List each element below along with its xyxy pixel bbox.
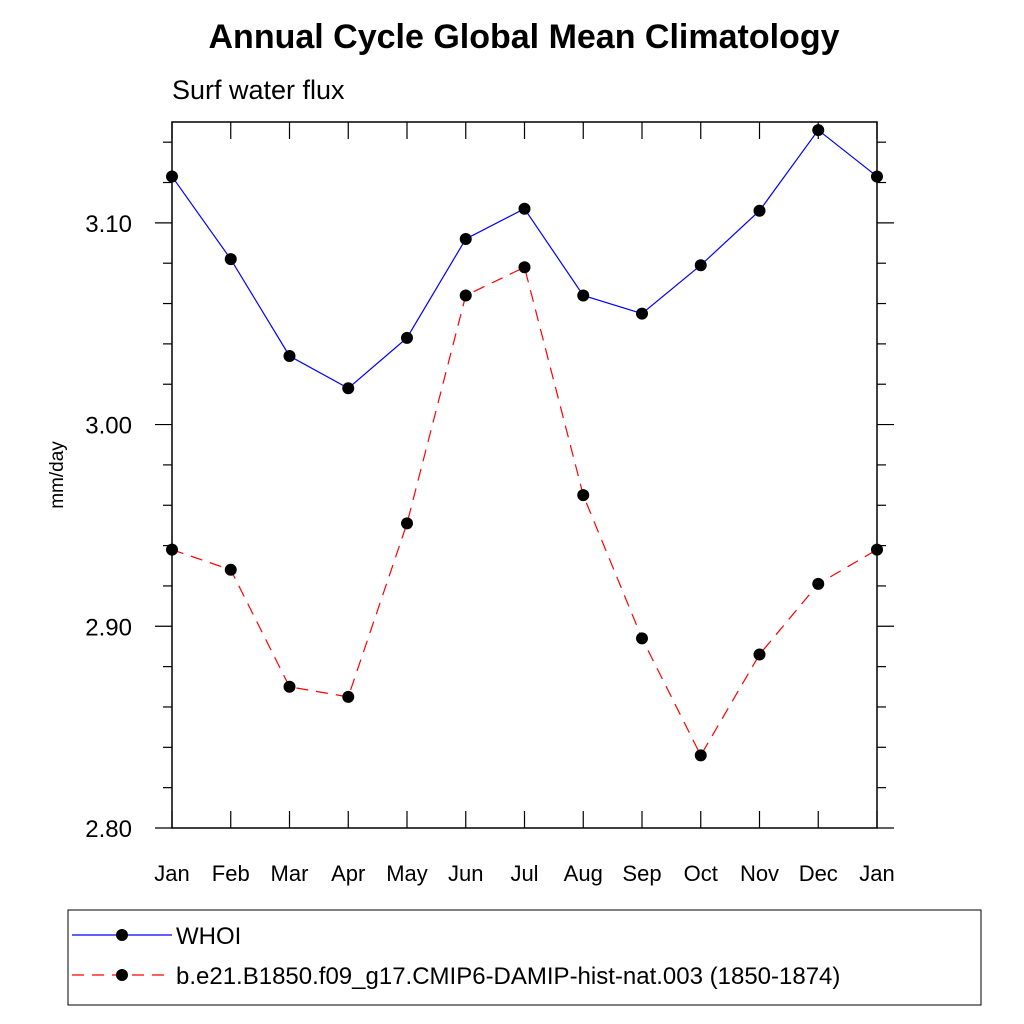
series-line-0 <box>171 129 878 389</box>
x-tick-label: Feb <box>212 861 250 886</box>
series-0-point <box>871 170 883 183</box>
x-tick-label: Jun <box>448 861 483 886</box>
series-1-point <box>871 543 883 556</box>
x-tick-label: Jan <box>154 861 189 886</box>
series-line-1 <box>171 266 878 757</box>
series-0-point <box>166 170 178 183</box>
series-1-point <box>342 690 355 703</box>
plot-frame <box>171 121 878 829</box>
series-0-point <box>753 204 766 217</box>
series-0-point <box>636 307 648 320</box>
series-layer <box>166 124 883 762</box>
x-tick-label: Oct <box>684 861 718 886</box>
series-1-point <box>401 517 413 530</box>
series-0-point <box>577 289 590 302</box>
x-tick-label: Nov <box>740 861 779 886</box>
chart-title: Annual Cycle Global Mean Climatology <box>209 18 840 56</box>
legend-label-model: b.e21.B1850.f09_g17.CMIP6-DAMIP-hist-nat… <box>176 963 840 990</box>
series-1-point <box>812 577 825 590</box>
series-0-point <box>401 331 413 344</box>
x-tick-label: Mar <box>271 861 309 886</box>
legend-box <box>67 909 982 1006</box>
legend-marker-whoi <box>116 929 128 941</box>
x-tick-label: Dec <box>799 861 838 886</box>
x-tick-label: May <box>386 861 428 886</box>
x-tick-label: Aug <box>564 861 603 886</box>
series-0-point <box>518 202 531 215</box>
y-tick-label: 3.00 <box>85 413 132 440</box>
x-tick-label: Apr <box>331 861 365 886</box>
y-tick-label: 2.80 <box>85 816 132 843</box>
ticks-layer <box>155 122 894 829</box>
series-1-point <box>694 749 707 762</box>
x-tick-label: Jul <box>510 861 538 886</box>
y-tick-labels: 2.80 2.90 3.00 3.10 <box>85 211 132 843</box>
y-tick-label: 3.10 <box>85 211 132 238</box>
series-1-point <box>636 632 648 645</box>
x-tick-label: Jan <box>859 861 894 886</box>
series-1-point <box>459 289 472 302</box>
legend-label-whoi: WHOI <box>176 923 241 950</box>
series-1-point <box>166 543 178 556</box>
series-1-point <box>753 648 766 661</box>
series-1-point <box>224 563 237 576</box>
series-1-point <box>283 680 296 693</box>
chart-subtitle: Surf water flux <box>172 75 345 105</box>
series-0-point <box>224 253 237 266</box>
y-tick-label: 2.90 <box>85 614 132 641</box>
series-1-point <box>518 261 531 274</box>
series-1-point <box>577 489 590 502</box>
series-0-point <box>694 259 707 272</box>
x-tick-label: Sep <box>622 861 661 886</box>
series-0-point <box>459 232 472 245</box>
x-tick-labels: Jan Feb Mar Apr May Jun Jul Aug Sep Oct Nov Dec Jan <box>154 861 894 886</box>
legend-marker-model <box>116 969 128 981</box>
series-0-point <box>283 349 296 362</box>
series-0-point <box>812 124 825 137</box>
y-axis-label: mm/day <box>47 441 68 509</box>
series-0-point <box>342 382 355 395</box>
legend: WHOI b.e21.B1850.f09_g17.CMIP6-DAMIP-his… <box>67 909 982 1006</box>
